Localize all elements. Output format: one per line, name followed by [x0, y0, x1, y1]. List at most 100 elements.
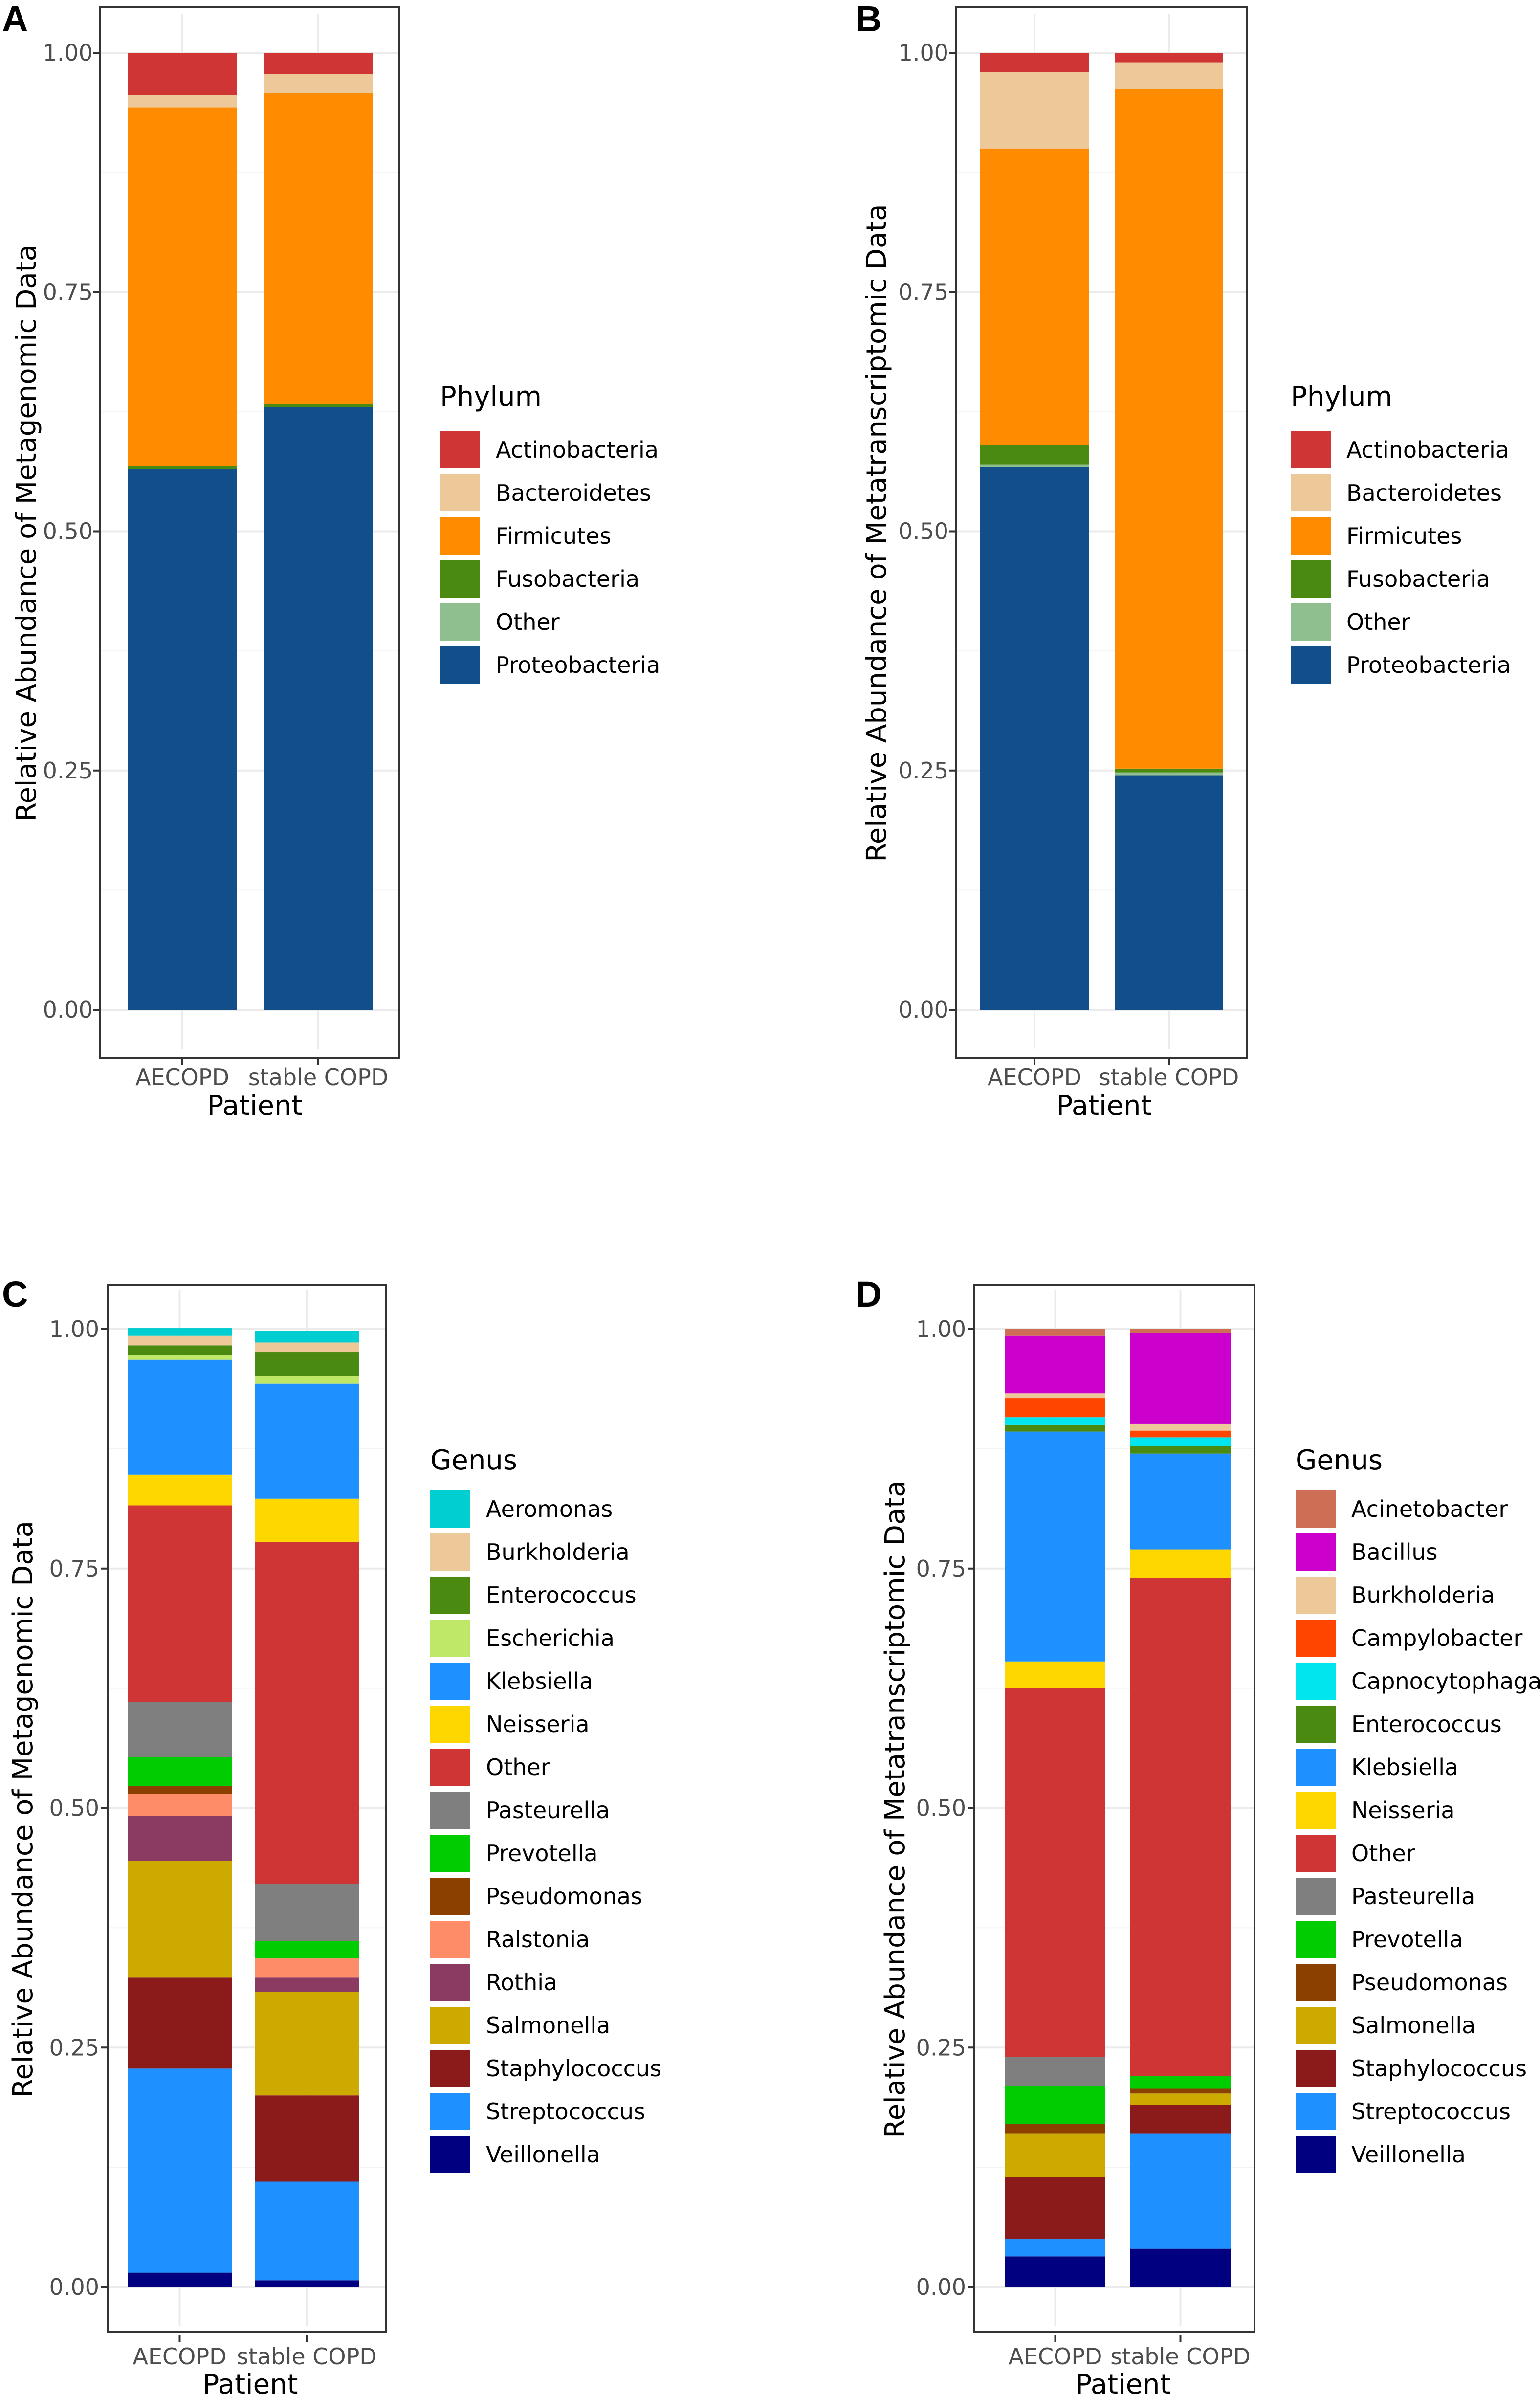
panel-c-legend-title: Genus — [430, 1444, 517, 1476]
panel-c-bar-klebsiella-stable-copd — [255, 1383, 359, 1499]
panel-d-x-tick-label: stable COPD — [1110, 2343, 1251, 2370]
panel-a-bar-actinobacteria-aecopd — [128, 53, 237, 95]
panel-c-y-tick-label: 1.00 — [49, 1316, 99, 1342]
panel-c-legend-key-rothia — [430, 1964, 470, 2001]
panel-c-bar-pseudomonas-aecopd — [128, 1786, 232, 1794]
panel-c-legend-key-neisseria — [430, 1706, 470, 1743]
panel-a-bars — [128, 53, 373, 1010]
panel-c-x-axis-title: Patient — [203, 2369, 298, 2399]
panel-d-bar-staphylococcus-aecopd — [1005, 2177, 1105, 2240]
panel-a-legend-key-firmicutes — [440, 517, 480, 555]
panel-d-legend-key-burkholderia — [1296, 1577, 1336, 1614]
panel-c-legend-key-salmonella — [430, 2007, 470, 2044]
panel-a-bar-actinobacteria-stable-copd — [264, 53, 373, 74]
panel-b-frame — [955, 6, 1248, 1059]
panel-d-legend-key-pseudomonas — [1296, 1964, 1336, 2001]
panel-c-bar-burkholderia-aecopd — [128, 1335, 232, 1346]
panel-b-bars — [980, 53, 1223, 1010]
panel-c-bar-salmonella-stable-copd — [255, 1992, 359, 2096]
panel-d-legend-key-bacillus — [1296, 1533, 1336, 1571]
panel-d-bar-neisseria-stable-copd — [1130, 1549, 1231, 1578]
panel-c-bar-staphylococcus-aecopd — [128, 1977, 232, 2069]
panel-a-y-tick-label: 0.25 — [43, 757, 93, 784]
panel-d-legend-label: Veillonella — [1351, 2141, 1466, 2168]
panel-d-y-axis-title: Relative Abundance of Metatranscriptomic… — [880, 1480, 911, 2138]
panel-b-legend-key-actinobacteria — [1291, 431, 1331, 468]
panel-d-legend-key-enterococcus — [1296, 1706, 1336, 1743]
panel-d-bar-burkholderia-aecopd — [1005, 1393, 1105, 1399]
panel-b-bar-firmicutes-aecopd — [980, 148, 1089, 445]
panel-c-legend-label: Ralstonia — [486, 1926, 590, 1953]
panel-b-y-ticks: 0.00 0.25 0.50 0.75 1.00 — [899, 40, 956, 1023]
panel-b-y-tick-label: 0.75 — [899, 279, 948, 305]
panel-a: A 0.00 0.25 0.50 0.75 1.00 AECOPD stable COPD… — [2, 0, 660, 1122]
panel-d-legend-key-neisseria — [1296, 1792, 1336, 1829]
panel-b-legend-key-bacteroidetes — [1291, 474, 1331, 511]
panel-d-bar-klebsiella-stable-copd — [1130, 1453, 1231, 1550]
panel-d-bar-streptococcus-stable-copd — [1130, 2133, 1231, 2249]
panel-a-legend-key-fusobacteria — [440, 560, 480, 598]
panel-a-legend-label: Firmicutes — [496, 523, 611, 549]
panel-c-y-tick-label: 0.00 — [49, 2274, 99, 2300]
panel-d-y-tick-label: 1.00 — [916, 1316, 966, 1342]
panel-d-bar-klebsiella-aecopd — [1005, 1431, 1105, 1662]
panel-d-bar-capnocytophaga-aecopd — [1005, 1417, 1105, 1425]
panel-d-legend-key-klebsiella — [1296, 1749, 1336, 1786]
panel-c-bar-escherichia-aecopd — [128, 1355, 232, 1360]
panel-b-legend-key-fusobacteria — [1291, 560, 1331, 598]
panel-b-legend-label: Firmicutes — [1346, 523, 1462, 549]
panel-d-bar-enterococcus-aecopd — [1005, 1424, 1105, 1432]
panel-a-x-axis-title: Patient — [207, 1090, 303, 1122]
panel-c-bar-aeromonas-stable-copd — [255, 1331, 359, 1343]
panel-c-legend-key-prevotella — [430, 1835, 470, 1872]
panel-c-bar-neisseria-stable-copd — [255, 1498, 359, 1542]
panel-c-letter: C — [2, 1274, 28, 1314]
panel-c-bar-rothia-stable-copd — [255, 1977, 359, 1992]
panel-a-y-tick-label: 0.00 — [43, 997, 93, 1023]
panel-c-legend-label: Veillonella — [486, 2141, 600, 2168]
panel-d-x-axis-title: Patient — [1076, 2369, 1171, 2399]
panel-d-legend-key-campylobacter — [1296, 1620, 1336, 1657]
panel-a-bar-fusobacteria-aecopd — [128, 466, 237, 469]
panel-d-bar-streptococcus-aecopd — [1005, 2239, 1105, 2257]
panel-a-legend-label: Bacteroidetes — [496, 480, 651, 506]
panel-c: C 0.00 0.25 0.50 0.75 1.00 AECOPD stable COPD… — [2, 1274, 661, 2399]
panel-c-x-tick-label: AECOPD — [132, 2343, 226, 2370]
panel-d-bars — [1005, 1329, 1231, 2287]
panel-c-legend: Aeromonas Burkholderia Enterococcus Escheri… — [430, 1490, 661, 2173]
panel-d-bar-acinetobacter-stable-copd — [1130, 1329, 1231, 1333]
panel-d-legend-key-prevotella — [1296, 1921, 1336, 1958]
panel-b-bar-fusobacteria-aecopd — [980, 445, 1089, 465]
panel-d-legend-key-pasteurella — [1296, 1878, 1336, 1915]
panel-c-legend-key-pseudomonas — [430, 1878, 470, 1915]
panel-d-letter: D — [856, 1274, 881, 1314]
panel-c-legend-label: Staphylococcus — [486, 2055, 661, 2082]
panel-b-x-ticks: AECOPD stable COPD — [988, 1058, 1239, 1090]
panel-c-legend-key-other — [430, 1749, 470, 1786]
panel-c-bar-ralstonia-stable-copd — [255, 1958, 359, 1978]
panel-b-bar-other-aecopd — [980, 464, 1089, 467]
panel-d-y-ticks: 0.00 0.25 0.50 0.75 1.00 — [916, 1316, 974, 2300]
panel-d-legend-key-streptococcus — [1296, 2093, 1336, 2130]
panel-c-bar-veillonella-stable-copd — [255, 2280, 359, 2287]
panel-c-legend-key-escherichia — [430, 1620, 470, 1657]
panel-d-legend-label: Prevotella — [1351, 1926, 1463, 1953]
panel-d-bar-bacillus-aecopd — [1005, 1335, 1105, 1394]
panel-c-legend-label: Streptococcus — [486, 2098, 645, 2125]
panel-b-y-tick-label: 0.25 — [899, 757, 948, 784]
panel-a-bar-firmicutes-aecopd — [128, 107, 237, 466]
panel-a-x-tick-label: stable COPD — [248, 1064, 389, 1090]
panel-d-y-tick-label: 0.75 — [916, 1555, 966, 1582]
panel-c-bar-pasteurella-stable-copd — [255, 1884, 359, 1941]
panel-b-legend-key-firmicutes — [1291, 517, 1331, 555]
panel-a-legend-title: Phylum — [440, 381, 542, 413]
panel-c-y-tick-label: 0.25 — [49, 2034, 99, 2061]
panel-c-legend-label: Aeromonas — [486, 1496, 613, 1522]
panel-a-bar-firmicutes-stable-copd — [264, 93, 373, 404]
panel-b-legend-label: Bacteroidetes — [1346, 480, 1502, 506]
panel-c-bar-enterococcus-stable-copd — [255, 1352, 359, 1376]
panel-c-legend-key-ralstonia — [430, 1921, 470, 1958]
panel-a-legend-label: Proteobacteria — [496, 652, 660, 678]
panel-d-bar-veillonella-stable-copd — [1130, 2248, 1231, 2287]
